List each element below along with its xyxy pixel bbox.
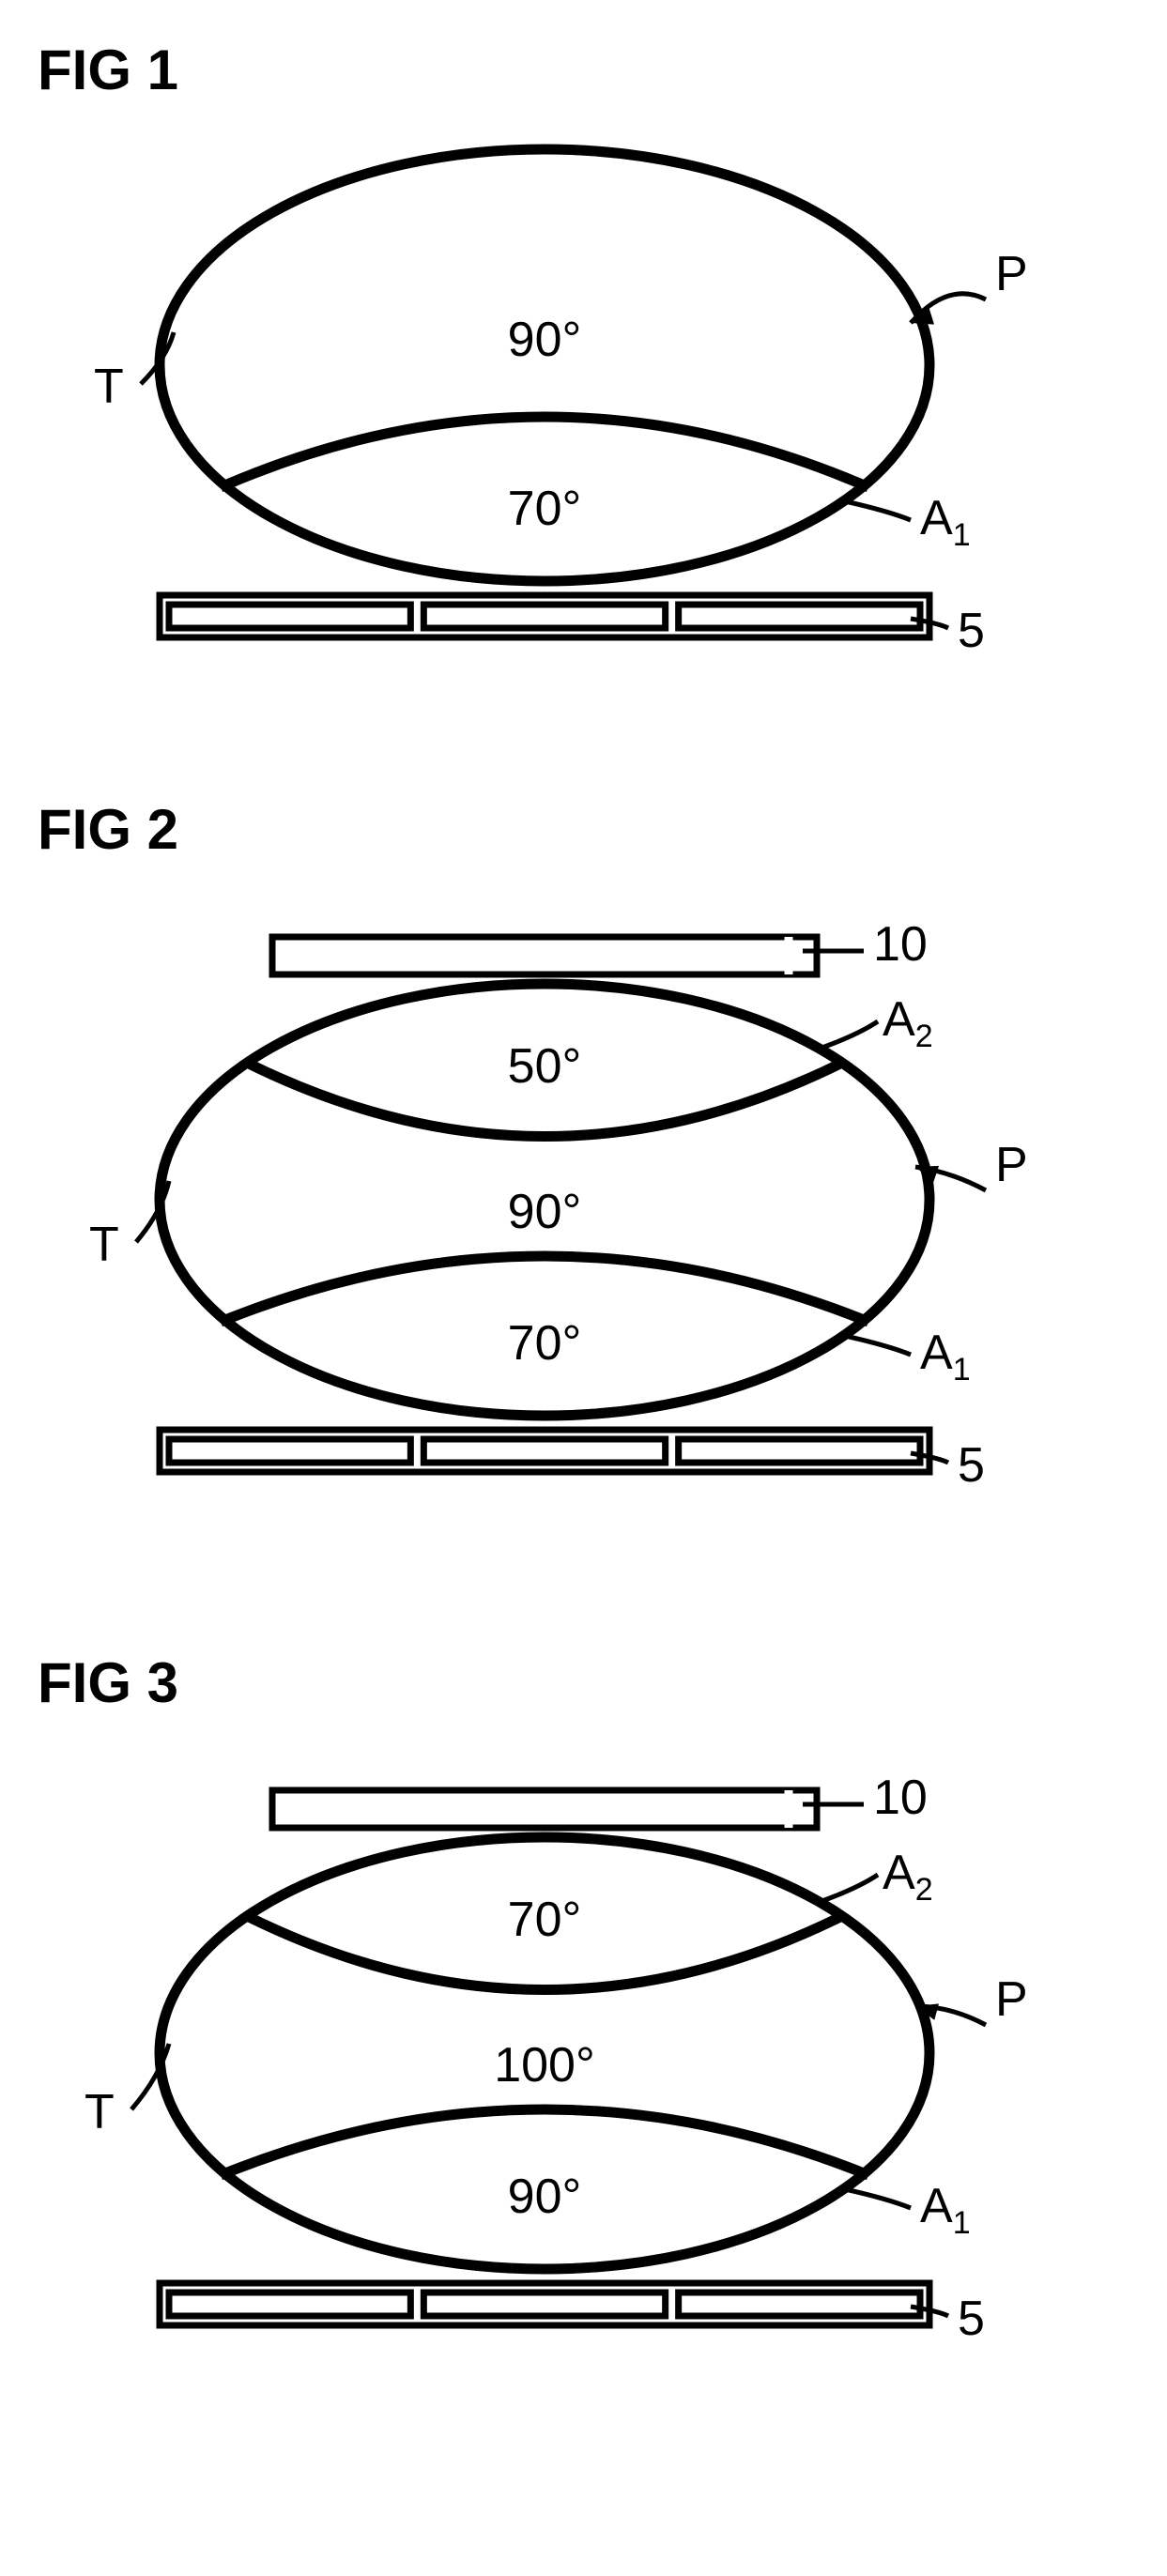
reference-label: 10 [873, 917, 928, 972]
reference-label: P [995, 1972, 1028, 2027]
figure-title: FIG 2 [38, 797, 1129, 862]
reference-label: A2 [883, 1846, 933, 1908]
reference-label: A1 [920, 1326, 971, 1388]
reference-label: A1 [920, 2179, 971, 2241]
figure-1: FIG 1 90° 70° T P A1 5 [38, 38, 1129, 684]
reference-label: 5 [958, 604, 985, 658]
temperature-value: 90° [508, 1185, 582, 1239]
temperature-value: 70° [508, 1316, 582, 1371]
reference-label: A2 [883, 992, 933, 1054]
figure-3: FIG 3 70° 100° 90° 10 A2 T P A1 5 [38, 1650, 1129, 2391]
reference-label: 5 [958, 1438, 985, 1493]
reference-label: P [995, 1138, 1028, 1192]
reference-label: 10 [873, 1771, 928, 1825]
reference-label: T [94, 360, 124, 414]
diagram-svg: 50° 90° 70° 10 A2 T P A1 5 [38, 881, 1129, 1538]
temperature-value: 70° [508, 482, 582, 536]
diagrams-root: FIG 190°70°TPA15FIG 250°90°70°10A2TPA15F… [38, 38, 1129, 2391]
temperature-value: 70° [508, 1893, 582, 1947]
reference-label: A1 [920, 491, 971, 553]
reference-label: T [84, 2085, 115, 2139]
reference-label: T [89, 1218, 119, 1272]
figure-2: FIG 2 50° 90° 70° 10 A2 T P A1 5 [38, 797, 1129, 1538]
diagram-svg: 90° 70° T P A1 5 [38, 121, 1129, 684]
temperature-value: 90° [508, 2170, 582, 2224]
temperature-value: 50° [508, 1039, 582, 1094]
figure-title: FIG 3 [38, 1650, 1129, 1715]
reference-label: 5 [958, 2292, 985, 2346]
temperature-value: 90° [508, 313, 582, 367]
figure-title: FIG 1 [38, 38, 1129, 102]
reference-label: P [995, 247, 1028, 301]
diagram-svg: 70° 100° 90° 10 A2 T P A1 5 [38, 1734, 1129, 2391]
temperature-value: 100° [494, 2038, 595, 2093]
